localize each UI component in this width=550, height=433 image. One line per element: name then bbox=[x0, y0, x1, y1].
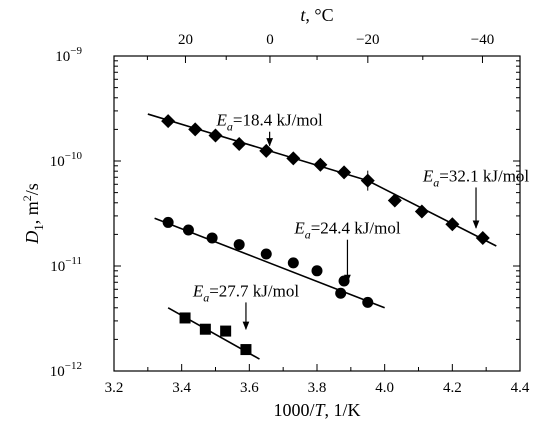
diamond-point bbox=[475, 230, 490, 245]
circle-point bbox=[311, 265, 323, 277]
top-tick-label: −40 bbox=[471, 32, 494, 48]
diamond-point bbox=[286, 151, 301, 166]
circle-point bbox=[162, 216, 174, 228]
circle-point bbox=[233, 239, 245, 251]
plot-frame bbox=[113, 55, 521, 372]
diamond-point bbox=[387, 193, 402, 208]
diamond-point bbox=[445, 217, 460, 232]
y-tick-label: 10−9 bbox=[55, 45, 82, 65]
diamond-point bbox=[208, 128, 223, 143]
x-tick-label: 3.6 bbox=[240, 380, 259, 396]
square-point bbox=[220, 325, 232, 337]
square-point bbox=[199, 323, 211, 335]
activation-energy-label: Ea=24.4 kJ/mol bbox=[293, 219, 401, 242]
activation-energy-label: Ea=18.4 kJ/mol bbox=[216, 111, 324, 134]
axis-ticks bbox=[113, 55, 521, 372]
fit-line bbox=[367, 179, 497, 247]
diamond-point bbox=[360, 173, 375, 188]
y-tick-label: 10−12 bbox=[50, 360, 82, 380]
activation-energy-label: Ea=27.7 kJ/mol bbox=[192, 281, 300, 304]
diamond-point bbox=[414, 204, 429, 219]
x-tick-label: 3.4 bbox=[172, 380, 191, 396]
circle-point bbox=[260, 248, 272, 260]
x-tick-label: 4.2 bbox=[443, 380, 462, 396]
x-tick-label: 3.2 bbox=[105, 380, 124, 396]
circle-point bbox=[335, 287, 347, 299]
data-points bbox=[161, 114, 490, 356]
x-tick-label: 4.0 bbox=[375, 380, 394, 396]
diamond-point bbox=[259, 143, 274, 158]
y-tick-label: 10−11 bbox=[50, 255, 82, 275]
diamond-point bbox=[337, 165, 352, 180]
top-tick-label: 0 bbox=[266, 32, 274, 48]
annotation-arrows bbox=[242, 131, 480, 331]
square-point bbox=[179, 312, 191, 324]
diamond-point bbox=[161, 114, 176, 129]
square-point bbox=[240, 344, 252, 356]
activation-energy-label: Ea=32.1 kJ/mol bbox=[422, 166, 530, 189]
circle-point bbox=[182, 224, 194, 236]
x-tick-label: 4.4 bbox=[511, 380, 530, 396]
x-tick-label: 3.8 bbox=[308, 380, 327, 396]
top-tick-label: −20 bbox=[356, 32, 379, 48]
top-tick-label: 20 bbox=[178, 32, 193, 48]
fit-line bbox=[147, 113, 368, 182]
circle-point bbox=[362, 296, 374, 308]
circle-point bbox=[287, 257, 299, 269]
y-axis-title: D1, m2/s bbox=[20, 183, 46, 245]
x-axis-title: 1000/T, 1/K bbox=[273, 400, 360, 420]
chart-texts: 3.2 3.4 3.6 3.8 4.0 4.2 4.4 20 0 −20 −40 10−12 10−11… bbox=[20, 5, 530, 420]
y-tick-label: 10−10 bbox=[50, 150, 83, 170]
diamond-point bbox=[232, 137, 247, 152]
top-axis-title: t, °C bbox=[300, 5, 333, 25]
diamond-point bbox=[313, 157, 328, 172]
diamond-point bbox=[188, 122, 203, 137]
circle-point bbox=[206, 232, 218, 244]
